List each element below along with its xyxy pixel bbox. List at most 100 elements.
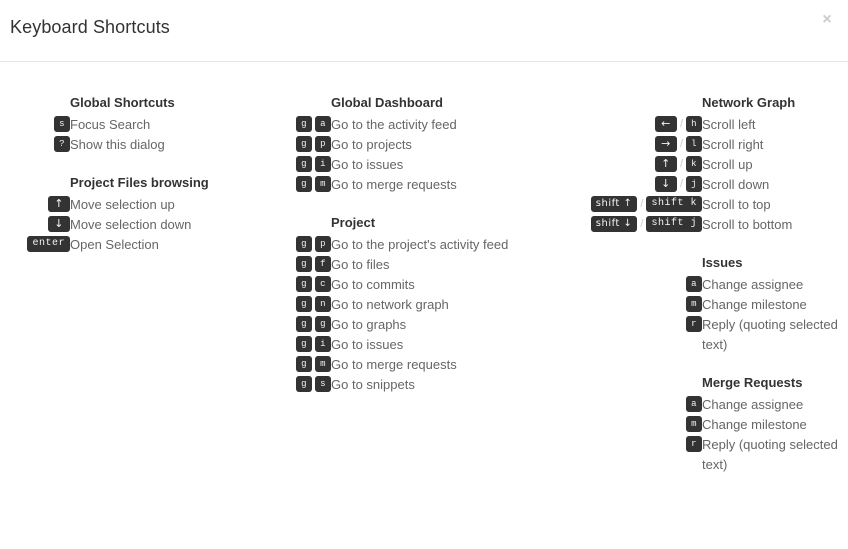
shortcut-keys: shift ↑ / shift k	[566, 195, 702, 215]
section-title: Project Files browsing	[70, 175, 209, 190]
key-badge: a	[686, 275, 702, 292]
key-separator: /	[679, 137, 683, 150]
key-badge: m	[686, 295, 702, 312]
key-badge: i	[315, 155, 331, 172]
shortcut-description: Scroll right	[702, 137, 764, 152]
shortcut-row: a Change assignee	[566, 275, 848, 295]
key-badge: ↓	[48, 215, 70, 232]
shortcut-row: shift ↓ / shift j Scroll to bottom	[566, 215, 848, 235]
shortcut-keys: enter	[0, 235, 70, 255]
section-spacer	[566, 235, 848, 253]
key-badge: enter	[27, 235, 70, 252]
section-header-spacer	[283, 213, 331, 235]
shortcut-row: ↑ / k Scroll up	[566, 155, 848, 175]
section-header-row: Global Dashboard	[283, 93, 556, 115]
shortcut-keys: ?	[0, 135, 70, 155]
section-header-spacer	[566, 93, 702, 115]
shortcut-row: m Change milestone	[566, 295, 848, 315]
key-badge: h	[686, 115, 702, 132]
section-title-cell: Network Graph	[702, 93, 848, 115]
key-badge: g	[296, 155, 312, 172]
shortcut-row: ← / h Scroll left	[566, 115, 848, 135]
shortcut-keys: r	[566, 435, 702, 475]
key-badge: ?	[54, 135, 70, 152]
section-header-spacer	[0, 93, 70, 115]
shortcut-keys: a	[566, 275, 702, 295]
key-badge: r	[686, 435, 702, 452]
key-badge: c	[315, 275, 331, 292]
key-badge: j	[686, 175, 702, 192]
shortcut-description: Go to snippets	[331, 377, 415, 392]
key-badge: ↑	[48, 195, 70, 212]
key-badge: g	[296, 135, 312, 152]
shortcut-row: g c Go to commits	[283, 275, 556, 295]
key-badge: m	[315, 175, 331, 192]
spacer-cell	[0, 155, 273, 173]
shortcut-description: Go to the activity feed	[331, 117, 457, 132]
shortcut-row: ↓ / j Scroll down	[566, 175, 848, 195]
key-separator: /	[679, 117, 683, 130]
shortcut-row: r Reply (quoting selected text)	[566, 435, 848, 475]
shortcut-description: Move selection up	[70, 197, 175, 212]
shortcut-keys: ↓	[0, 215, 70, 235]
key-badge: shift ↑	[590, 195, 638, 212]
shortcut-row: ? Show this dialog	[0, 135, 273, 155]
modal-body: Global Shortcuts s Focus Search? Show this …	[0, 62, 848, 475]
key-badge: shift k	[646, 195, 702, 212]
key-badge: a	[315, 115, 331, 132]
key-separator: /	[640, 197, 644, 210]
key-badge: g	[296, 275, 312, 292]
section-title: Issues	[702, 255, 743, 270]
section-header-row: Project Files browsing	[0, 173, 273, 195]
shortcut-keys: r	[566, 315, 702, 355]
key-badge: g	[296, 315, 312, 332]
column-right: Network Graph ← / h Scroll left → / l Scroll rig…	[566, 93, 848, 475]
key-badge: g	[296, 375, 312, 392]
key-badge: g	[296, 115, 312, 132]
key-badge: s	[315, 375, 331, 392]
shortcut-row: g f Go to files	[283, 255, 556, 275]
shortcut-row: g m Go to merge requests	[283, 355, 556, 375]
section-header-row: Network Graph	[566, 93, 848, 115]
key-badge: g	[296, 295, 312, 312]
section-title: Global Shortcuts	[70, 95, 175, 110]
shortcut-description: Scroll to bottom	[702, 217, 793, 232]
shortcut-description: Go to projects	[331, 137, 412, 152]
shortcut-row: g g Go to graphs	[283, 315, 556, 335]
close-icon[interactable]: ×	[817, 10, 837, 30]
key-badge: k	[686, 155, 702, 172]
shortcut-description: Go to commits	[331, 277, 415, 292]
shortcut-table: Global Dashboard g a Go to the activity fee…	[283, 93, 556, 395]
shortcut-keys: s	[0, 115, 70, 135]
modal-header: Keyboard Shortcuts ×	[0, 0, 848, 62]
key-badge: shift j	[646, 215, 702, 232]
shortcut-description: Go to the project's activity feed	[331, 237, 509, 252]
shortcut-row: g p Go to the project's activity feed	[283, 235, 556, 255]
shortcut-description: Scroll down	[702, 177, 770, 192]
shortcut-description: Move selection down	[70, 217, 192, 232]
key-badge: ↓	[654, 175, 677, 192]
key-badge: ↑	[654, 155, 677, 172]
section-header-spacer	[0, 173, 70, 195]
section-header-row: Global Shortcuts	[0, 93, 273, 115]
shortcut-description: Scroll to top	[702, 197, 771, 212]
shortcut-keys: → / l	[566, 135, 702, 155]
shortcut-keys: ↓ / j	[566, 175, 702, 195]
shortcut-description: Change assignee	[702, 397, 804, 412]
key-badge: m	[686, 415, 702, 432]
shortcut-description: Scroll up	[702, 157, 753, 172]
shortcut-row: g i Go to issues	[283, 155, 556, 175]
shortcut-keys: ↑	[0, 195, 70, 215]
shortcut-row: enter Open Selection	[0, 235, 273, 255]
key-badge: p	[315, 135, 331, 152]
section-title-cell: Project Files browsing	[70, 173, 273, 195]
shortcut-description: Change assignee	[702, 277, 804, 292]
